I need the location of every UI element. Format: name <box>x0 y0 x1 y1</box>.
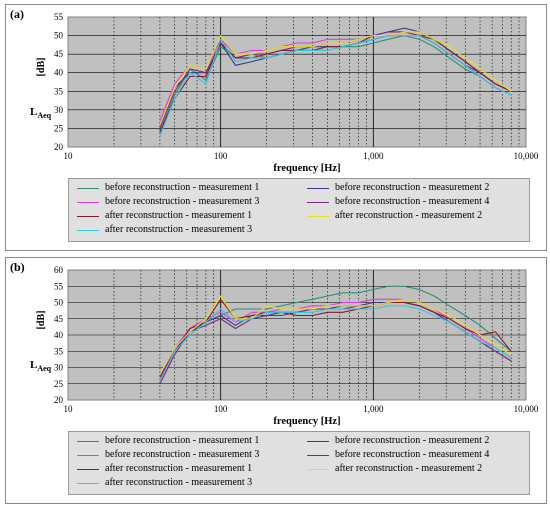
legend-label: after reconstruction - measurement 2 <box>335 210 483 221</box>
legend-label: after reconstruction - measurement 3 <box>105 224 253 235</box>
x-tick-label: 10,000 <box>514 151 539 161</box>
chart-panel-b: 20 25 30 35 40 45 50 55 60 10 100 1,000 10,000 freque… <box>5 257 547 504</box>
legend-swatch <box>307 469 329 470</box>
legend-swatch <box>307 441 329 442</box>
panel-label: (a) <box>10 7 24 21</box>
y-tick-label: 30 <box>54 105 64 115</box>
y-tick-label: 40 <box>54 68 64 78</box>
x-tick-label: 1,000 <box>363 404 384 414</box>
legend-swatch <box>77 188 99 189</box>
y-axis-label-main: L <box>30 106 37 118</box>
legend-swatch <box>77 230 99 231</box>
legend-label: before reconstruction - measurement 2 <box>335 435 490 446</box>
legend-label: after reconstruction - measurement 1 <box>105 210 253 221</box>
y-tick-label: 20 <box>54 142 64 152</box>
legend-swatch <box>307 455 329 456</box>
series-line <box>159 35 512 137</box>
legend-label: before reconstruction - measurement 4 <box>335 196 490 207</box>
series-line <box>159 298 512 378</box>
y-axis-label: LAeq <box>30 359 52 373</box>
legend-swatch <box>307 202 329 203</box>
series-line <box>159 31 512 125</box>
legend-label: before reconstruction - measurement 3 <box>105 449 260 460</box>
legend-label: before reconstruction - measurement 4 <box>335 449 490 460</box>
series-line <box>159 295 512 375</box>
x-tick-label: 1,000 <box>363 151 384 161</box>
legend: before reconstruction - measurement 1 bef… <box>68 431 530 495</box>
legend-swatch <box>77 469 99 470</box>
x-tick-label: 100 <box>214 151 228 161</box>
y-axis-unit: [dB] <box>36 311 47 330</box>
x-tick-label: 100 <box>214 404 228 414</box>
series-line <box>159 305 512 381</box>
legend-label: after reconstruction - measurement 1 <box>105 463 253 474</box>
y-tick-label: 30 <box>54 363 64 373</box>
y-axis-label: LAeq <box>30 106 52 120</box>
plot-area <box>67 16 527 148</box>
x-tick-label: 10 <box>64 151 74 161</box>
y-tick-label: 50 <box>54 31 64 41</box>
y-tick-label: 25 <box>54 379 64 389</box>
y-tick-label: 45 <box>54 314 64 324</box>
y-tick-label: 55 <box>54 12 64 22</box>
legend-swatch <box>77 441 99 442</box>
chart-b-svg: 20 25 30 35 40 45 50 55 60 10 100 1,000 10,000 freque… <box>30 265 539 427</box>
legend-label: before reconstruction - measurement 1 <box>105 182 260 193</box>
chart-panel-a: 20 25 30 35 40 45 50 55 10 100 1,000 10,000 frequenc… <box>5 4 547 251</box>
x-axis-label: frequency [Hz] <box>273 163 340 174</box>
legend-swatch <box>77 216 99 217</box>
legend-swatch <box>77 483 99 484</box>
x-tick-label: 10,000 <box>514 404 539 414</box>
y-tick-label: 40 <box>54 330 64 340</box>
chart-a-svg: 20 25 30 35 40 45 50 55 10 100 1,000 10,000 frequenc… <box>30 12 539 174</box>
y-tick-label: 20 <box>54 395 64 405</box>
legend-swatch <box>77 202 99 203</box>
legend-label: before reconstruction - measurement 3 <box>105 196 260 207</box>
y-tick-label: 60 <box>54 265 64 275</box>
legend-label: after reconstruction - measurement 2 <box>335 463 483 474</box>
y-tick-label: 25 <box>54 123 64 133</box>
x-axis-label: frequency [Hz] <box>273 416 340 427</box>
legend-label: before reconstruction - measurement 2 <box>335 182 490 193</box>
y-axis-label-sub: Aeq <box>37 364 51 373</box>
series-line <box>159 35 512 133</box>
legend: before reconstruction - measurement 1 bef… <box>68 178 530 242</box>
legend-swatch <box>307 216 329 217</box>
panel-label: (b) <box>10 260 25 274</box>
y-tick-label: 55 <box>54 281 64 291</box>
legend-swatch <box>307 188 329 189</box>
x-tick-label: 10 <box>64 404 74 414</box>
legend-label: after reconstruction - measurement 3 <box>105 477 253 488</box>
y-tick-label: 35 <box>54 346 64 356</box>
y-tick-label: 45 <box>54 49 64 59</box>
legend-swatch <box>77 455 99 456</box>
y-axis-label-main: L <box>30 359 37 371</box>
y-axis-unit: [dB] <box>36 58 47 77</box>
y-axis-label-sub: Aeq <box>37 111 51 120</box>
y-tick-label: 35 <box>54 86 64 96</box>
legend-label: before reconstruction - measurement 1 <box>105 435 260 446</box>
y-tick-label: 50 <box>54 298 64 308</box>
